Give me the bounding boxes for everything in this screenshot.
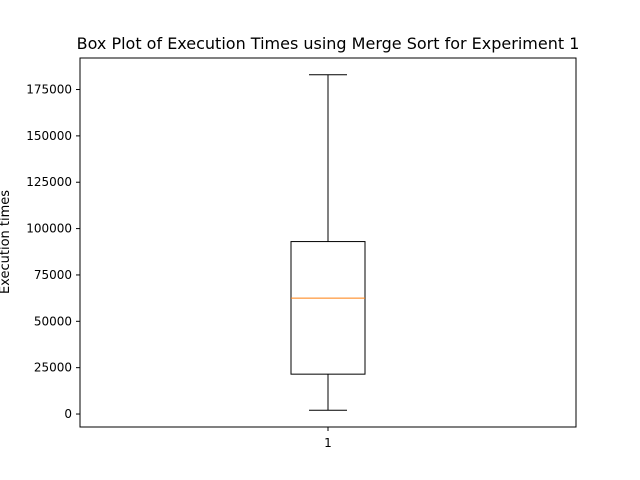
y-tick-label: 50000 <box>34 314 72 328</box>
iqr-box <box>290 241 366 375</box>
chart-title: Box Plot of Execution Times using Merge … <box>77 34 580 53</box>
y-tick-label: 0 <box>64 407 72 421</box>
y-tick-label: 150000 <box>26 129 72 143</box>
x-tick-label: 1 <box>324 436 332 450</box>
y-axis-label: Execution times <box>0 190 13 294</box>
y-tick-label: 25000 <box>34 361 72 375</box>
plot-area: 0 25000 50000 75000 100000 125000 150000 175000… <box>26 57 577 450</box>
y-tick-label: 100000 <box>26 222 72 236</box>
y-tick-label: 75000 <box>34 268 72 282</box>
y-tick-label: 125000 <box>26 175 72 189</box>
y-tick-label: 175000 <box>26 83 72 97</box>
